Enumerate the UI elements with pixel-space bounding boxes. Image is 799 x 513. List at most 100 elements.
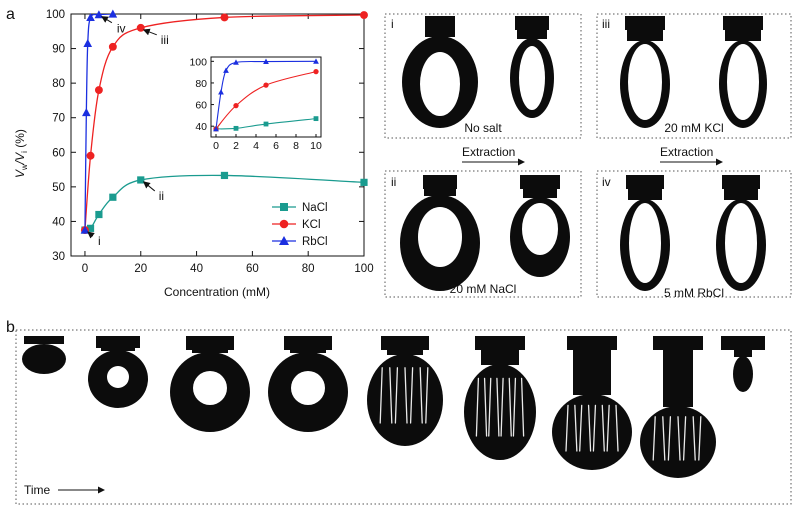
droplet-neck xyxy=(627,29,663,41)
inset-x-tick-label: 4 xyxy=(253,140,259,152)
inset-point-rbcl xyxy=(233,59,239,65)
photo-label-i: i xyxy=(391,17,394,31)
droplet-streak xyxy=(512,377,517,437)
droplet-body xyxy=(552,394,632,470)
droplet-streak xyxy=(508,377,512,437)
droplet-ii-before xyxy=(400,175,480,291)
sequence-droplet-2 xyxy=(88,336,148,408)
sequence-droplet-4 xyxy=(268,336,348,432)
droplet-cap xyxy=(96,336,140,348)
sequence-droplet-7 xyxy=(552,336,632,470)
droplet-ii-after xyxy=(510,175,570,277)
droplet-streak xyxy=(475,377,480,437)
droplet-i-before xyxy=(402,16,478,128)
droplet-cap xyxy=(520,175,560,189)
droplet-streak xyxy=(615,404,619,452)
y-tick-label: 40 xyxy=(52,216,65,228)
point-rbcl xyxy=(108,9,118,18)
legend-label-kcl: KCl xyxy=(302,219,321,231)
droplet-neck xyxy=(663,349,693,407)
point-nacl xyxy=(137,176,145,184)
chart-inset: 0 2 4 6 8 10 40 60 80 100 xyxy=(189,56,322,152)
inset-x-tick-label: 10 xyxy=(310,140,322,152)
droplet-body xyxy=(464,364,536,460)
inset-point-kcl xyxy=(233,103,239,109)
inset-point-kcl xyxy=(263,82,269,88)
annotation-arrow-iii xyxy=(142,28,157,36)
y-axis-label: Vw/Vi (%) xyxy=(13,129,29,178)
droplet-streak xyxy=(565,404,569,452)
panel-b-label: b xyxy=(6,319,15,336)
point-rbcl xyxy=(82,108,91,117)
droplet-cap xyxy=(722,175,760,189)
droplet-streak xyxy=(404,367,408,424)
y-label-sub2: i xyxy=(20,151,29,153)
droplet-cap xyxy=(475,336,525,350)
y-tick-label: 60 xyxy=(52,147,65,159)
sequence-droplet-8 xyxy=(640,336,716,478)
droplet-hole xyxy=(107,366,129,388)
droplet-neck xyxy=(192,349,228,353)
point-kcl xyxy=(220,13,229,22)
droplet-streak xyxy=(592,404,597,452)
caption-no-salt: No salt xyxy=(464,121,502,135)
droplet-cap xyxy=(24,336,64,344)
caption-nacl: 20 mM NaCl xyxy=(450,282,517,296)
droplet-hole xyxy=(629,203,661,283)
droplets-panel-b xyxy=(22,336,765,478)
time-sequence: Time xyxy=(15,329,792,505)
droplet-neck xyxy=(424,188,456,196)
droplet-cap xyxy=(425,16,455,30)
inset-y-tick-label: 100 xyxy=(189,56,207,68)
inset-series xyxy=(215,60,317,130)
inset-point-rbcl xyxy=(263,58,269,64)
droplet-streak xyxy=(425,367,429,424)
droplet-streak xyxy=(394,367,399,424)
point-rbcl xyxy=(80,225,90,234)
inset-point-rbcl xyxy=(223,67,229,73)
droplet-cap xyxy=(723,16,763,30)
photo-label-iv: iv xyxy=(602,175,611,189)
annotation-label-ii: ii xyxy=(159,189,164,203)
extraction-label-left: Extraction xyxy=(462,145,515,159)
y-tick-label: 100 xyxy=(46,9,65,21)
y-label-sub1: w xyxy=(20,164,29,171)
droplet-iii-before xyxy=(620,16,670,128)
droplet-cap xyxy=(381,336,429,350)
annotation-arrow-iv xyxy=(101,16,113,24)
sequence-droplet-9 xyxy=(721,336,765,392)
droplet-cap xyxy=(567,336,617,350)
droplet-streak xyxy=(692,416,696,461)
droplet-neck xyxy=(290,349,326,353)
droplet-streak xyxy=(667,416,672,461)
legend-item-kcl: KCl xyxy=(272,219,321,231)
inset-y-tick-label: 60 xyxy=(195,100,207,112)
time-label: Time xyxy=(24,483,51,497)
photo-label-ii: ii xyxy=(391,175,396,189)
droplet-hole xyxy=(725,203,757,283)
y-label-v2: /V xyxy=(13,152,27,165)
droplet-streak xyxy=(677,416,681,461)
sequence-droplet-5 xyxy=(367,336,443,446)
x-tick-label: 60 xyxy=(246,263,259,275)
droplet-neck xyxy=(101,347,135,351)
point-nacl xyxy=(220,171,229,180)
point-nacl xyxy=(95,210,103,219)
caption-kcl: 20 mM KCl xyxy=(664,121,723,135)
droplet-streak xyxy=(520,377,525,437)
point-nacl xyxy=(86,224,95,232)
annotation-arrow-i xyxy=(87,231,95,239)
point-nacl xyxy=(109,193,117,201)
inset-x-tick-label: 2 xyxy=(233,140,239,152)
droplet-streak xyxy=(389,367,393,424)
plot-frame xyxy=(70,13,365,257)
x-tick-label: 100 xyxy=(354,263,373,275)
droplet-cap xyxy=(626,175,664,189)
y-tick-label: 70 xyxy=(52,113,65,125)
droplet-streak xyxy=(662,416,666,461)
droplet-streak xyxy=(500,377,504,437)
droplet-iii-after xyxy=(719,16,767,128)
